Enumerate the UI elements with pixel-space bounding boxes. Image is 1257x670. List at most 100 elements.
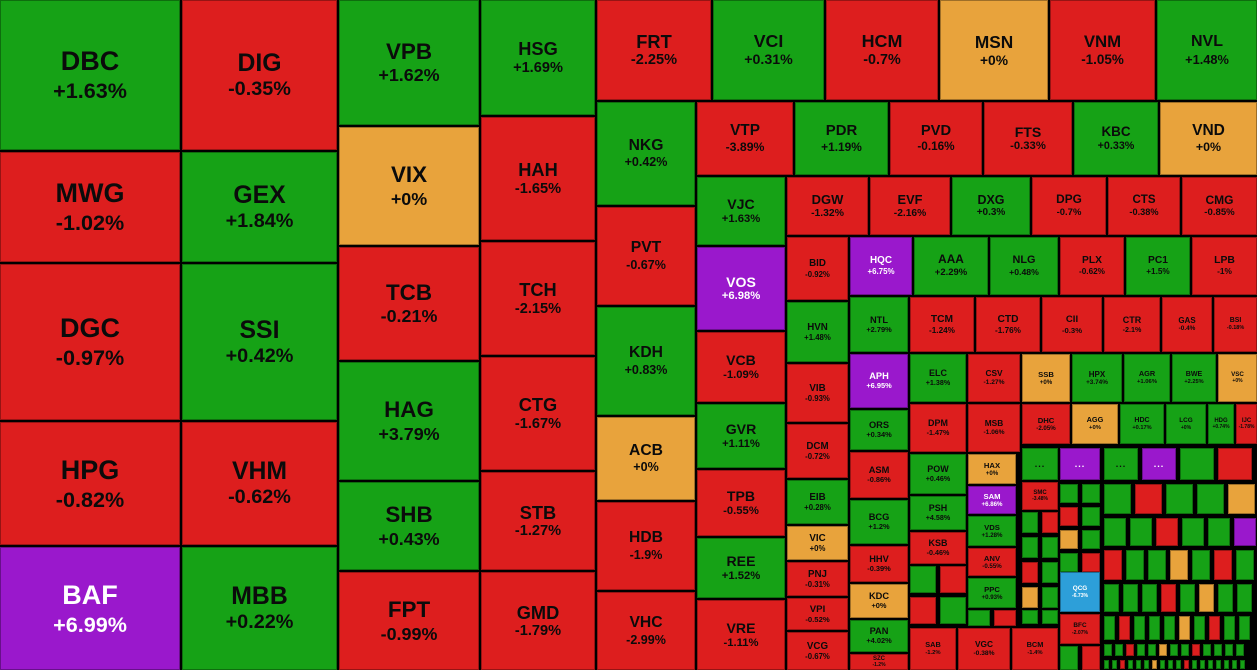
micro-tile[interactable] [1240,660,1245,669]
micro-tile[interactable] [1208,518,1230,546]
tile-ASM[interactable]: ASM -0.86% [850,452,908,498]
tile-BCG[interactable]: BCG +1.2% [850,500,908,544]
tile-AAA[interactable]: AAA +2.29% [914,237,988,295]
tile-EVF[interactable]: EVF -2.16% [870,177,950,235]
tile-MWG[interactable]: MWG -1.02% [0,152,180,262]
tile-FPT[interactable]: FPT -0.99% [339,572,479,670]
tile-PAN[interactable]: PAN +4.02% [850,620,908,652]
micro-tile[interactable] [1042,562,1058,583]
micro-tile[interactable] [1218,448,1252,480]
tile-ANV[interactable]: ANV -0.55% [968,548,1016,576]
micro-tile[interactable] [1136,660,1141,669]
micro-tile[interactable] [1126,550,1144,580]
micro-tile[interactable] [1022,587,1038,608]
tile-VGC[interactable]: VGC -0.38% [958,628,1010,670]
tile-VCI[interactable]: VCI +0.31% [713,0,824,100]
micro-tile[interactable] [1134,616,1145,640]
tile-NVL[interactable]: NVL +1.48% [1157,0,1257,100]
tile-GVR[interactable]: GVR +1.11% [697,404,785,468]
micro-tile[interactable] [940,597,966,624]
tile-KDH[interactable]: KDH +0.83% [597,307,695,415]
micro-tile[interactable] [1119,616,1130,640]
micro-tile[interactable] [1022,512,1038,533]
micro-tile[interactable] [1209,616,1220,640]
tile-TCB[interactable]: TCB -0.21% [339,247,479,360]
micro-tile[interactable] [1120,660,1125,669]
tile-FTS[interactable]: FTS -0.33% [984,102,1072,175]
tile-VSC[interactable]: VSC +0% [1218,354,1257,402]
tile-VJC[interactable]: VJC +1.63% [697,177,785,245]
micro-tile[interactable] [940,566,966,593]
micro-tile[interactable] [1214,644,1222,656]
tile-LPB[interactable]: LPB -1% [1192,237,1257,295]
tile-HDC[interactable]: HDC +0.17% [1120,404,1164,444]
tile-CTS[interactable]: CTS -0.38% [1108,177,1180,235]
micro-tile[interactable] [994,610,1016,626]
micro-tile[interactable] [1224,660,1229,669]
tile-TCM[interactable]: TCM -1.24% [910,297,974,352]
micro-tile[interactable] [1218,584,1233,612]
tile-DPG[interactable]: DPG -0.7% [1032,177,1106,235]
tile-HDB[interactable]: HDB -1.9% [597,502,695,590]
tile-AGR[interactable]: AGR +1.06% [1124,354,1170,402]
tile-HDG[interactable]: HDG +0.74% [1208,404,1234,444]
tile-CII[interactable]: CII -0.3% [1042,297,1102,352]
micro-tile[interactable] [1224,616,1235,640]
micro-tile[interactable] [1042,587,1058,608]
micro-tile[interactable] [910,566,936,593]
micro-tile[interactable] [1115,644,1123,656]
tile-VIC[interactable]: VIC +0% [787,526,848,560]
tile-NLG[interactable]: NLG +0.48% [990,237,1058,295]
micro-tile[interactable] [1182,518,1204,546]
micro-tile[interactable] [1126,644,1134,656]
tile-TPB[interactable]: TPB -0.55% [697,470,785,536]
tile-ELC[interactable]: ELC +1.38% [910,354,966,402]
micro-tile[interactable] [1156,518,1178,546]
tile-VHM[interactable]: VHM -0.62% [182,422,337,545]
tile-VIB[interactable]: VIB -0.93% [787,364,848,422]
tile-TCH[interactable]: TCH -2.15% [481,242,595,355]
micro-tile[interactable] [1180,448,1214,480]
tile-CSV[interactable]: CSV -1.27% [968,354,1020,402]
micro-tile[interactable] [1152,660,1157,669]
micro-tile[interactable] [1142,584,1157,612]
tile-DXG[interactable]: DXG +0.3% [952,177,1030,235]
micro-tile[interactable] [1148,550,1166,580]
micro-tile[interactable]: ... [1142,448,1176,480]
tile-QCG[interactable]: QCG -6.73% [1060,572,1100,612]
tile-HQC[interactable]: HQC +6.75% [850,237,912,295]
tile-MSB[interactable]: MSB -1.06% [968,404,1020,452]
tile-CTD[interactable]: CTD -1.76% [976,297,1040,352]
tile-HAG[interactable]: HAG +3.79% [339,362,479,480]
tile-EIB[interactable]: EIB +0.28% [787,480,848,524]
tile-SHB[interactable]: SHB +0.43% [339,482,479,570]
micro-tile[interactable] [1192,660,1197,669]
micro-tile[interactable] [1104,550,1122,580]
tile-DGC[interactable]: DGC -0.97% [0,264,180,420]
tile-MBB[interactable]: MBB +0.22% [182,547,337,670]
micro-tile[interactable] [1137,644,1145,656]
tile-VNM[interactable]: VNM -1.05% [1050,0,1155,100]
tile-HHV[interactable]: HHV -0.39% [850,546,908,582]
tile-VPI[interactable]: VPI -0.52% [787,598,848,630]
tile-VIX[interactable]: VIX +0% [339,127,479,245]
micro-tile[interactable] [1128,660,1133,669]
micro-tile[interactable] [1228,484,1255,514]
tile-NTL[interactable]: NTL +2.79% [850,297,908,352]
micro-tile[interactable] [1216,660,1221,669]
tile-MSN[interactable]: MSN +0% [940,0,1048,100]
tile-SZC[interactable]: SZC -1.2% [850,654,908,670]
tile-BFC[interactable]: BFC -2.07% [1060,614,1100,644]
micro-tile[interactable] [1082,507,1100,526]
micro-tile[interactable] [1022,610,1038,624]
tile-REE[interactable]: REE +1.52% [697,538,785,598]
tile-PSH[interactable]: PSH +4.58% [910,496,966,530]
micro-tile[interactable] [1170,550,1188,580]
micro-tile[interactable]: ... [1022,448,1058,480]
micro-tile[interactable] [1022,537,1038,558]
micro-tile[interactable] [1082,553,1100,572]
micro-tile[interactable] [1104,518,1126,546]
tile-VDS[interactable]: VDS +1.28% [968,516,1016,546]
micro-tile[interactable] [1104,484,1131,514]
micro-tile[interactable] [1164,616,1175,640]
